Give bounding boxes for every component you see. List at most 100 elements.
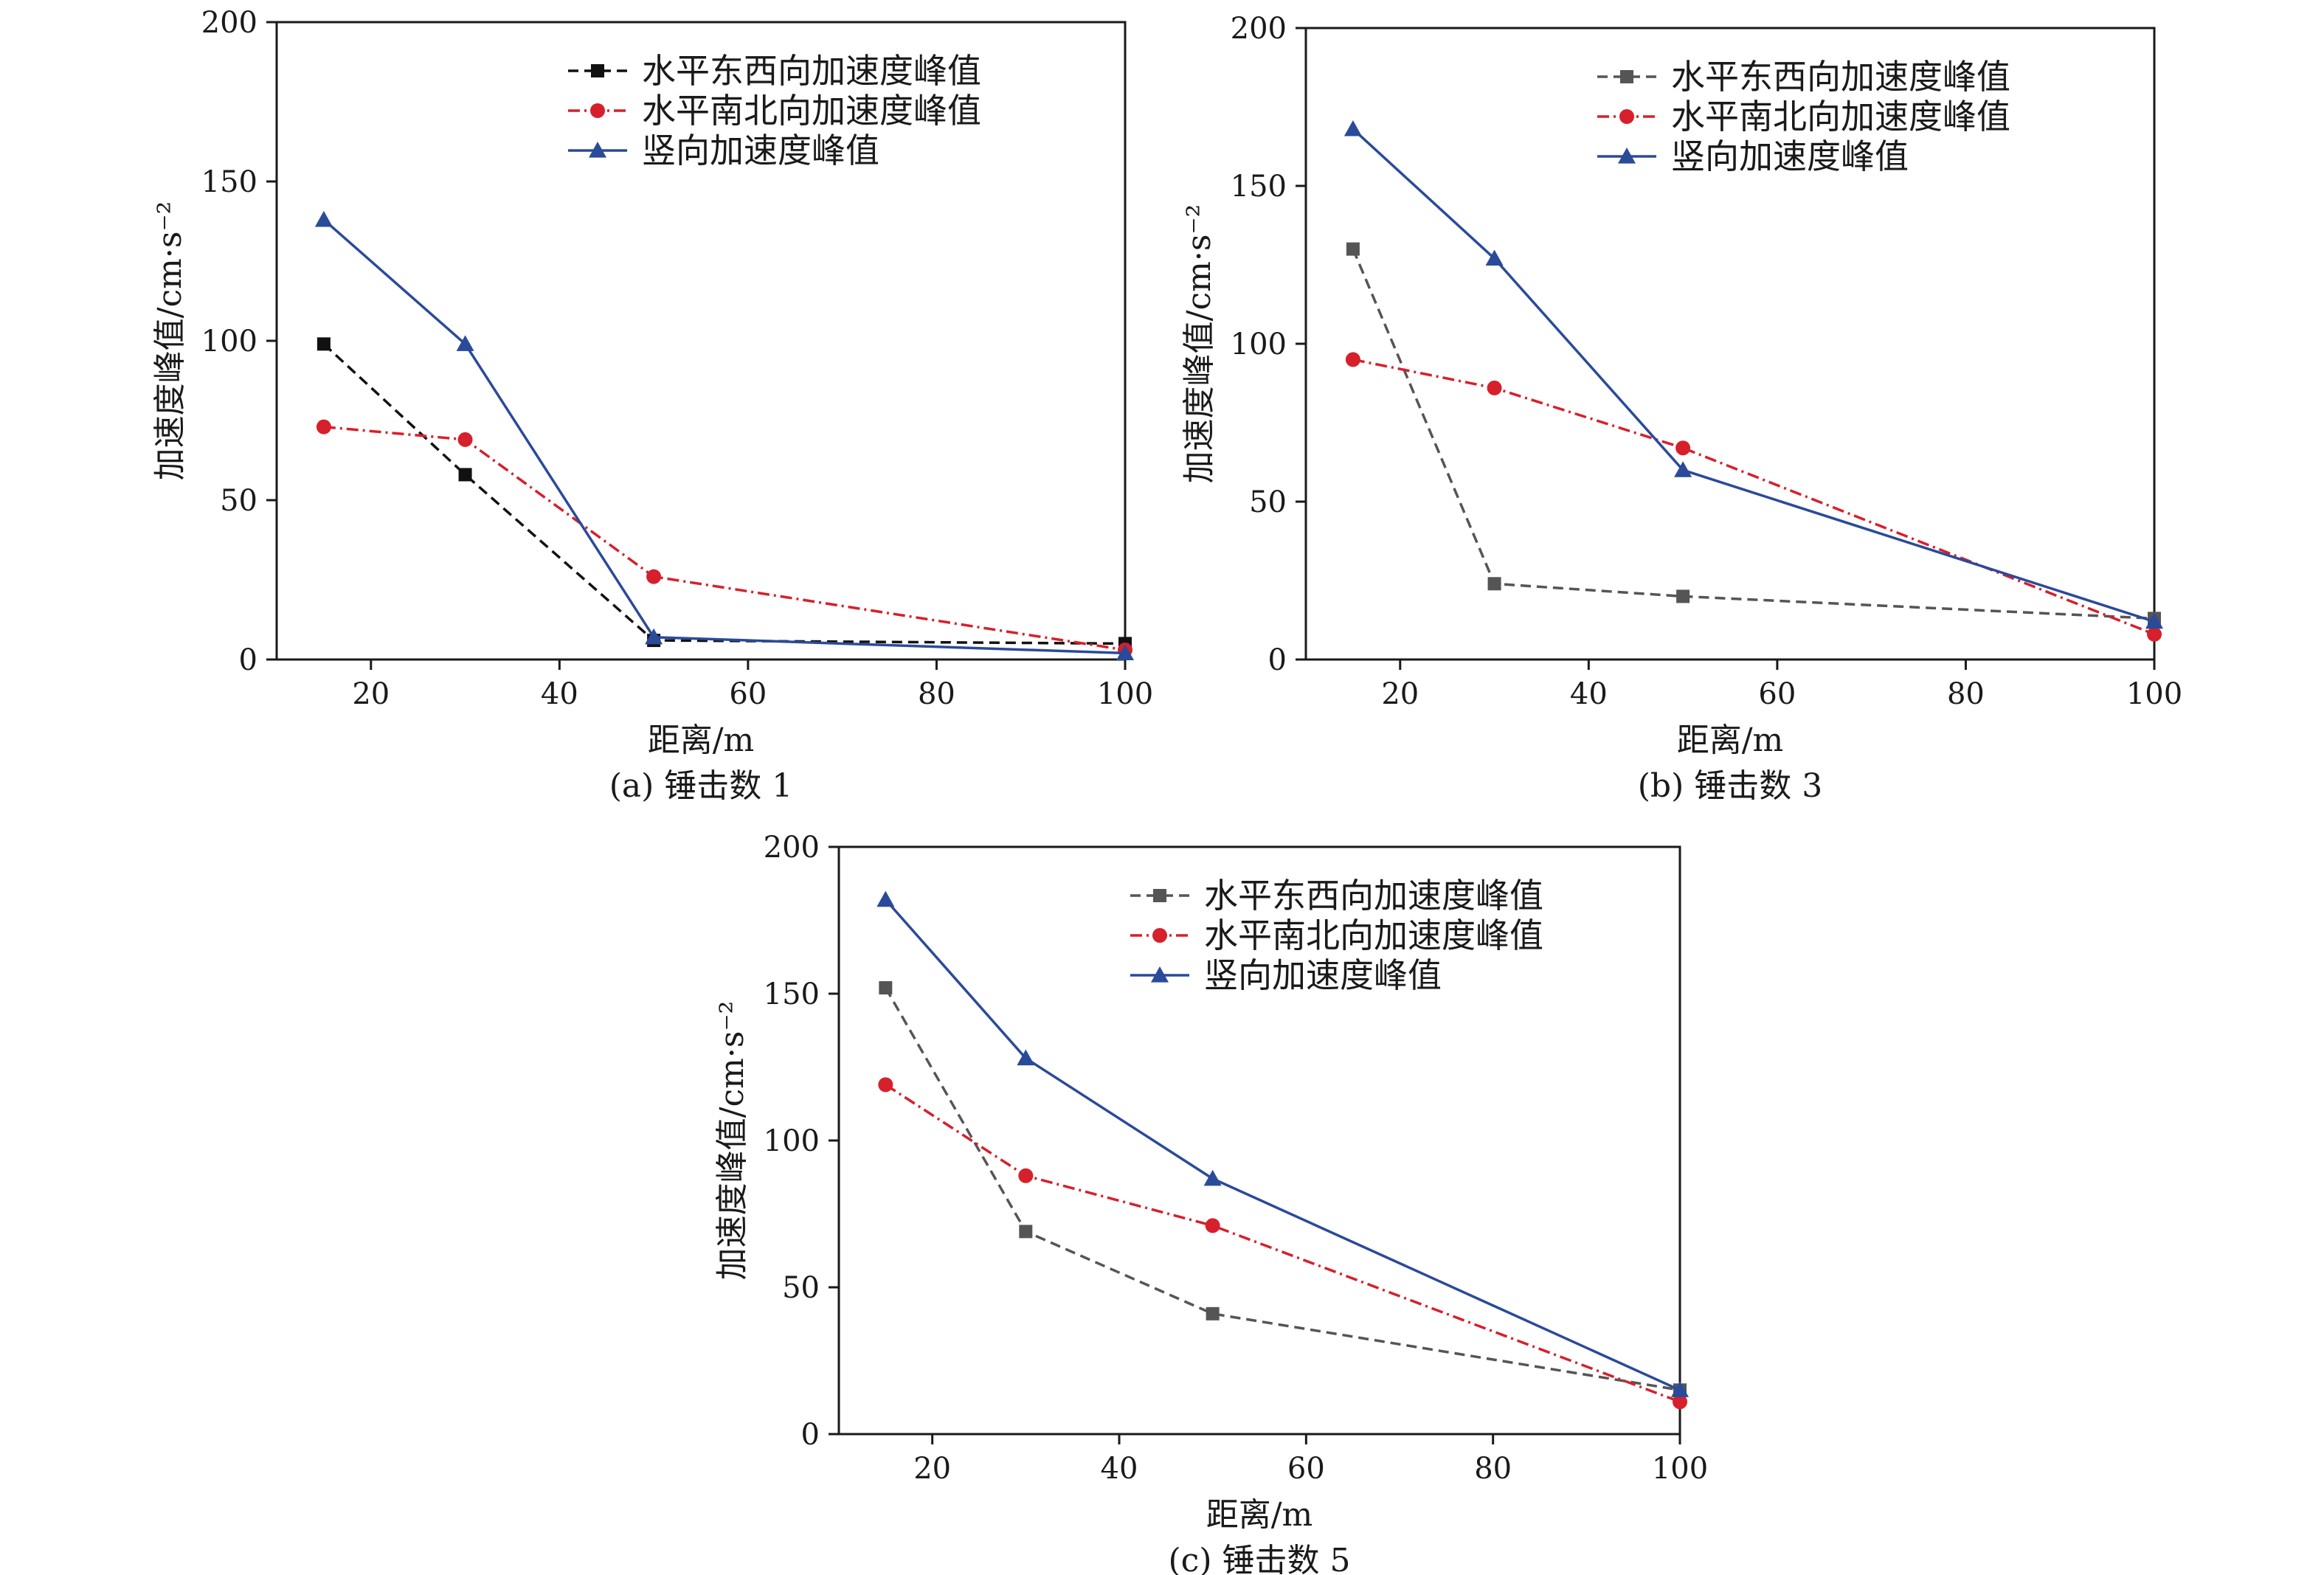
data-point <box>1206 1306 1220 1320</box>
x-tick-label: 100 <box>1652 1452 1708 1486</box>
x-tick-label: 100 <box>2126 677 2182 711</box>
series-line <box>322 218 1126 655</box>
data-point <box>876 890 895 907</box>
x-tick-label: 20 <box>352 677 390 711</box>
x-tick-label: 60 <box>729 677 767 711</box>
data-point <box>879 981 893 995</box>
chart-panel-2: 20 40 60 80 100 0 50 100 150 200 距离/m 加速度峰值/cm·s⁻² (… <box>1180 12 2182 805</box>
series-line <box>1352 358 2155 636</box>
chart-panel-1: 20 40 60 80 100 0 50 100 150 200 距离/m 加速度峰值/cm·s⁻² (… <box>151 6 1153 805</box>
data-point <box>1485 249 1504 266</box>
x-tick-label: 60 <box>1287 1452 1325 1486</box>
data-point <box>456 335 474 351</box>
data-point <box>2147 626 2162 642</box>
data-point <box>1676 589 1690 603</box>
data-point <box>2145 612 2163 629</box>
legend-entry-label: 水平东西向加速度峰值 <box>1204 876 1543 915</box>
x-tick-label: 80 <box>1947 677 1985 711</box>
x-tick-label: 100 <box>1097 677 1153 711</box>
series-2 <box>316 419 1132 658</box>
series-2 <box>1345 352 2162 642</box>
panel-caption: (a) 锤击数 1 <box>609 767 793 805</box>
data-point <box>1017 1049 1035 1066</box>
series-line <box>1352 128 2155 623</box>
legend-entry-label: 竖向加速度峰值 <box>1204 955 1442 995</box>
series-line <box>1352 248 2155 620</box>
y-tick-label: 200 <box>764 831 820 865</box>
legend-entry-label: 水平东西向加速度峰值 <box>642 51 981 91</box>
legend-marker <box>1151 966 1169 983</box>
x-tick-label: 80 <box>1474 1452 1512 1486</box>
legend-entry-label: 水平东西向加速度峰值 <box>1671 57 2010 97</box>
data-point <box>1116 644 1134 660</box>
series-1 <box>317 337 1132 651</box>
data-point <box>1673 1394 1687 1410</box>
y-tick-label: 200 <box>1231 12 1287 46</box>
series-3 <box>314 210 1134 660</box>
y-tick-label: 150 <box>764 977 820 1011</box>
y-tick-label: 50 <box>782 1271 820 1305</box>
series-3 <box>876 890 1689 1397</box>
data-point <box>1675 440 1691 456</box>
legend-entry-label: 水平南北向加速度峰值 <box>642 91 981 131</box>
data-point <box>1343 120 1362 136</box>
legend-entry-label: 竖向加速度峰值 <box>1671 136 1909 176</box>
y-axis-label: 加速度峰值/cm·s⁻² <box>151 201 189 481</box>
y-tick-label: 200 <box>201 6 257 40</box>
data-point <box>1019 1225 1033 1239</box>
chart-panel-3: 20 40 60 80 100 0 50 100 150 200 距离/m 加速度峰值/cm·s⁻² (… <box>713 831 1708 1575</box>
y-tick-label: 50 <box>220 484 257 518</box>
y-tick-label: 150 <box>1231 170 1287 204</box>
data-point <box>1203 1169 1222 1186</box>
y-tick-label: 50 <box>1249 485 1287 519</box>
y-tick-label: 0 <box>1268 643 1287 677</box>
x-tick-label: 20 <box>1381 677 1419 711</box>
legend-marker <box>591 64 604 77</box>
legend-entry-label: 竖向加速度峰值 <box>642 131 879 170</box>
panel-caption: (b) 锤击数 3 <box>1638 767 1822 805</box>
data-point <box>314 210 333 227</box>
y-tick-label: 100 <box>1231 328 1287 361</box>
data-point <box>316 419 331 435</box>
series-1 <box>879 981 1687 1397</box>
y-tick-label: 100 <box>201 325 257 359</box>
series-line <box>323 425 1126 651</box>
data-point <box>1205 1218 1220 1233</box>
series-line <box>322 343 1126 645</box>
data-point <box>1674 461 1692 477</box>
data-point <box>646 569 662 584</box>
data-point <box>1487 380 1502 395</box>
data-point <box>1345 352 1360 367</box>
data-point <box>458 468 472 482</box>
legend-entry-label: 水平南北向加速度峰值 <box>1204 915 1543 955</box>
x-tick-label: 40 <box>1101 1452 1138 1486</box>
y-tick-label: 0 <box>801 1418 820 1452</box>
data-point <box>317 337 331 351</box>
panel-caption: (c) 锤击数 5 <box>1169 1542 1351 1575</box>
y-tick-label: 0 <box>239 643 257 677</box>
x-tick-label: 80 <box>918 677 955 711</box>
data-point <box>1671 1381 1689 1397</box>
data-point <box>645 628 663 645</box>
legend-marker <box>590 103 605 118</box>
data-point <box>457 432 473 447</box>
x-tick-label: 20 <box>913 1452 951 1486</box>
legend-marker <box>1618 148 1636 164</box>
x-tick-label: 60 <box>1758 677 1796 711</box>
x-axis-label: 距离/m <box>648 721 755 759</box>
x-tick-label: 40 <box>1570 677 1608 711</box>
legend-marker <box>1620 70 1633 83</box>
series-line <box>885 1083 1681 1403</box>
x-tick-label: 40 <box>541 677 578 711</box>
data-point <box>1346 242 1360 256</box>
y-tick-label: 100 <box>764 1124 820 1158</box>
series-line <box>885 899 1681 1391</box>
y-axis-label: 加速度峰值/cm·s⁻² <box>713 1001 751 1281</box>
x-axis-label: 距离/m <box>1206 1496 1313 1534</box>
legend-marker <box>1619 109 1634 124</box>
legend-marker <box>1152 928 1167 943</box>
y-tick-label: 150 <box>201 165 257 199</box>
